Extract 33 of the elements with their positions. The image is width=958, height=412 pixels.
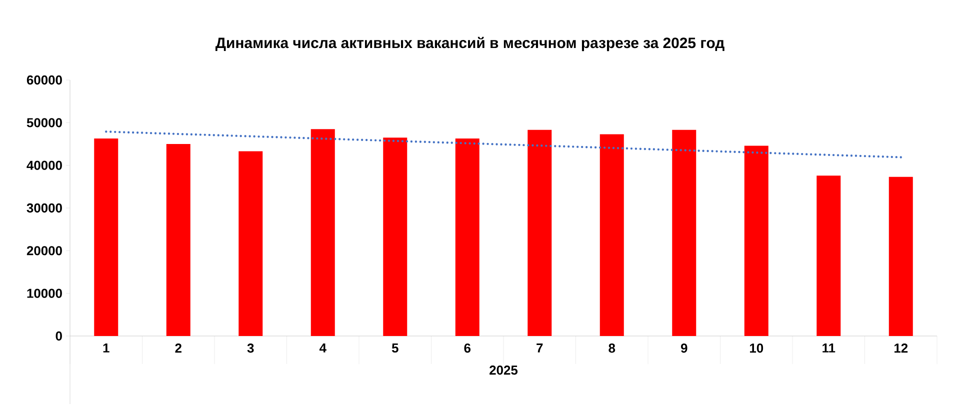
- bar: [888, 176, 913, 336]
- bar: [166, 144, 190, 336]
- x-tick-label: 4: [319, 344, 326, 352]
- y-tick-label: 20000: [26, 246, 62, 256]
- x-tick-label: 3: [247, 344, 254, 353]
- bar: [744, 146, 768, 336]
- bar: [455, 138, 480, 336]
- bar: [383, 138, 408, 336]
- y-tick-label: 50000: [26, 118, 62, 128]
- x-tick-label: 12: [894, 344, 908, 353]
- y-tick-label: 40000: [26, 160, 62, 170]
- bar: [310, 129, 335, 336]
- x-tick-label: 7: [536, 344, 543, 352]
- x-tick-label: 6: [464, 344, 471, 353]
- y-tick-label: 0: [56, 331, 62, 341]
- bar: [672, 130, 696, 336]
- y-tick-label: 30000: [26, 203, 62, 213]
- bar: [816, 176, 841, 336]
- bar: [238, 151, 263, 336]
- chart-title: Динамика числа активных вакансий в месячном разрезе за 2025 год: [215, 36, 724, 52]
- y-tick-label: 60000: [26, 75, 62, 85]
- x-tick-label: 9: [680, 344, 688, 353]
- x-axis-title: 2025: [490, 366, 518, 375]
- bar: [600, 134, 624, 336]
- bar: [94, 138, 118, 336]
- y-tick-label: 10000: [27, 288, 62, 298]
- x-tick-label: 2: [175, 344, 182, 353]
- x-tick-label: 10: [750, 344, 764, 353]
- x-tick-label: 8: [608, 344, 616, 353]
- bar: [528, 130, 552, 336]
- x-tick-label: 5: [392, 344, 398, 353]
- x-tick-label: 11: [822, 344, 836, 352]
- x-tick-label: 1: [103, 344, 110, 352]
